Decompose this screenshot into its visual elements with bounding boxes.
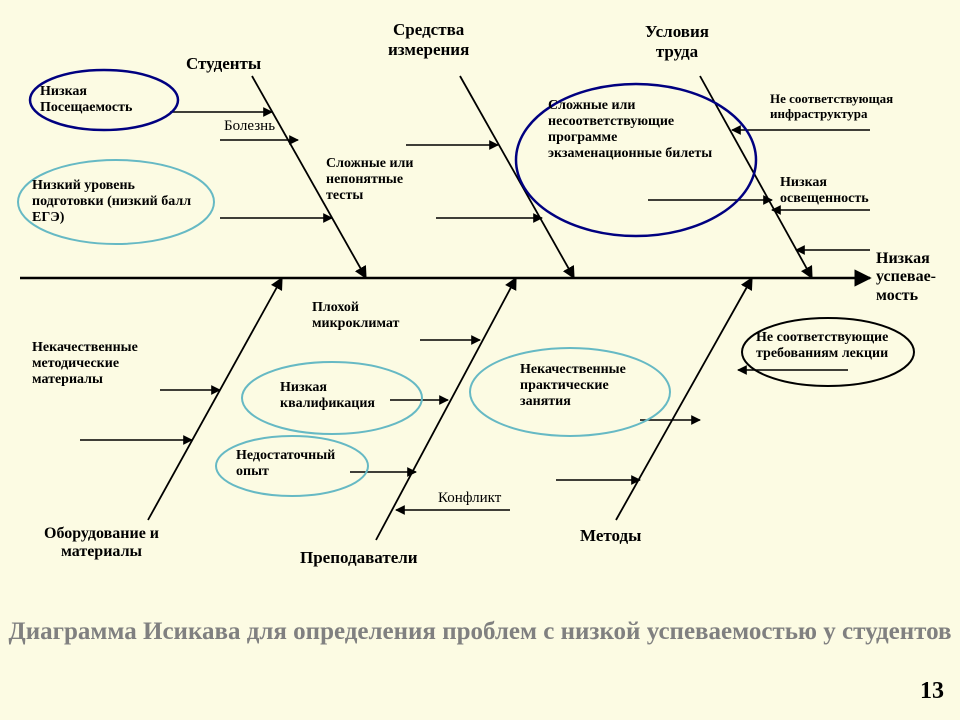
- cause-label: Сложные или несоответствующие программе …: [548, 98, 712, 162]
- category-label: Условия труда: [645, 22, 709, 61]
- cause-label: Низкая освещенность: [780, 175, 869, 207]
- cause-label: Плохой микроклимат: [312, 300, 399, 332]
- category-label: Методы: [580, 526, 641, 546]
- diagram-caption: Диаграмма Исикава для определения пробле…: [0, 618, 960, 646]
- cause-label: Низкая Посещаемость: [40, 84, 132, 116]
- category-label: Преподаватели: [300, 548, 418, 568]
- cause-label: Недостаточный опыт: [236, 448, 335, 480]
- category-label: Средства измерения: [388, 20, 469, 59]
- cause-label: Сложные или непонятные тесты: [326, 156, 413, 204]
- ishikawa-diagram: { "canvas": { "w": 960, "h": 720, "bg": …: [0, 0, 960, 720]
- cause-label: Некачественные методические материалы: [32, 340, 138, 388]
- cause-label: Низкая квалификация: [280, 380, 375, 412]
- category-label: Студенты: [186, 54, 261, 74]
- cause-label: Болезнь: [224, 118, 275, 135]
- cause-label: Не соответствующие требованиям лекции: [756, 330, 888, 362]
- cause-label: Некачественные практические занятия: [520, 362, 626, 410]
- cause-label: Низкий уровень подготовки (низкий балл Е…: [32, 178, 191, 226]
- cause-label: Конфликт: [438, 490, 501, 507]
- category-label: Оборудование и материалы: [44, 525, 159, 562]
- effect-label: Низкая успевае- мость: [876, 250, 936, 305]
- page-number: 13: [920, 678, 944, 705]
- cause-label: Не соответствующая инфраструктура: [770, 92, 893, 122]
